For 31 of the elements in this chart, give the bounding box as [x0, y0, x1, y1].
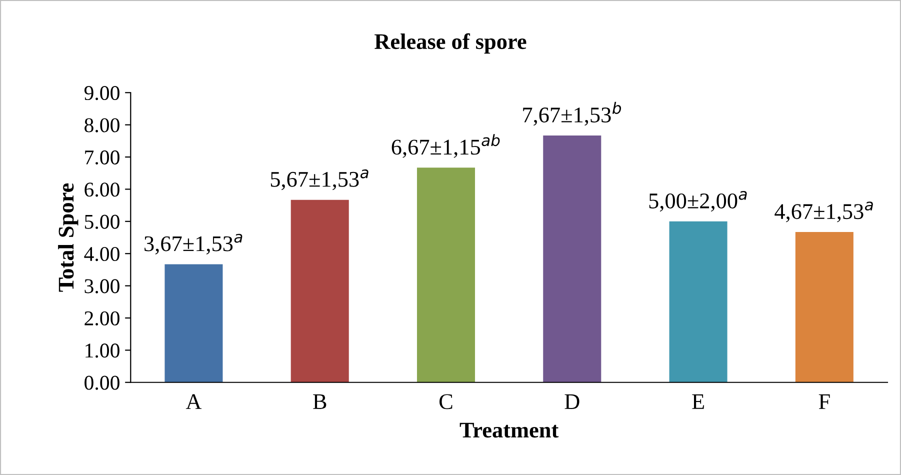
- chart-title: Release of spore: [374, 33, 526, 54]
- data-label: 6,67±1,15$^{ab}$: [392, 134, 500, 158]
- data-label: 5,67±1,53$^{a}$: [270, 169, 368, 190]
- y-tick-label: 9.00: [84, 86, 120, 100]
- bar: [290, 200, 349, 382]
- bar: [543, 135, 602, 382]
- y-tick-label: 8.00: [84, 118, 120, 132]
- x-tick-label: C: [439, 394, 452, 410]
- bar: [416, 168, 476, 382]
- x-tick-label: B: [313, 394, 326, 409]
- y-tick-label: 6.00: [84, 182, 120, 197]
- x-axis-title: Treatment: [460, 422, 559, 438]
- y-tick-label: 7.00: [85, 150, 120, 165]
- x-tick-label: E: [692, 394, 704, 409]
- bar: [795, 232, 854, 382]
- bar: [669, 221, 728, 382]
- data-label: 5,00±2,00$^{a}$: [649, 191, 747, 212]
- y-tick-label: 0.00: [84, 376, 120, 390]
- bar: [164, 264, 223, 382]
- data-label: 4,67±1,53$^{a}$: [774, 202, 873, 222]
- y-tick-label: 1.00: [86, 344, 120, 358]
- y-tick-label: 5.00: [84, 214, 120, 229]
- data-label: 3,67±1,53$^{a}$: [144, 234, 242, 254]
- x-tick-label: A: [186, 394, 202, 409]
- x-tick-label: F: [818, 394, 830, 409]
- x-tick-label: D: [564, 394, 580, 409]
- y-tick-label: 3.00: [84, 279, 120, 294]
- y-tick-label: 2.00: [84, 311, 120, 326]
- y-tick-label: 4.00: [84, 246, 120, 262]
- y-axis-title: Total Spore: [58, 183, 78, 292]
- data-label: 7,67±1,53$^{b}$: [523, 102, 622, 126]
